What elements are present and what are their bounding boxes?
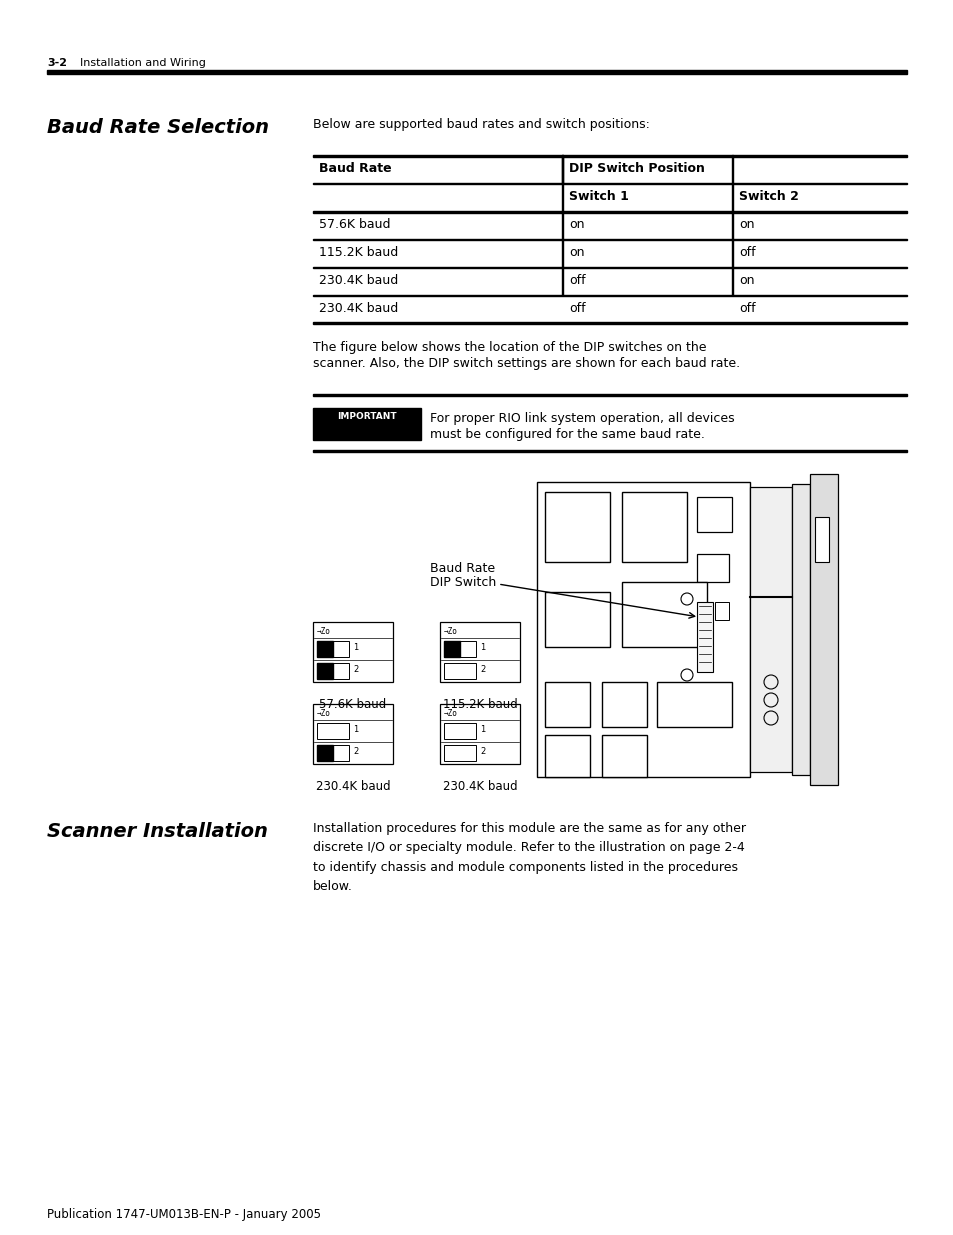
Text: 3-2: 3-2 <box>47 58 67 68</box>
Text: 1: 1 <box>353 725 358 734</box>
Text: on: on <box>568 246 584 259</box>
Text: →Zo: →Zo <box>316 709 331 718</box>
Bar <box>561 183 563 211</box>
Text: Installation and Wiring: Installation and Wiring <box>80 58 206 68</box>
Text: 57.6K baud: 57.6K baud <box>319 698 386 711</box>
Text: Baud Rate Selection: Baud Rate Selection <box>47 119 269 137</box>
Text: 2: 2 <box>479 664 485 674</box>
Text: DIP Switch Position: DIP Switch Position <box>568 162 704 175</box>
Text: 115.2K baud: 115.2K baud <box>442 698 517 711</box>
Text: IMPORTANT: IMPORTANT <box>336 412 396 421</box>
Bar <box>697 601 712 672</box>
Text: Publication 1747-UM013B-EN-P - January 2005: Publication 1747-UM013B-EN-P - January 2… <box>47 1208 320 1221</box>
Bar <box>809 474 837 785</box>
Text: 230.4K baud: 230.4K baud <box>315 781 390 793</box>
Bar <box>714 601 728 620</box>
Bar <box>47 70 906 74</box>
Bar <box>544 735 589 777</box>
Text: 1: 1 <box>353 643 358 652</box>
Bar <box>731 267 733 295</box>
Text: 230.4K baud: 230.4K baud <box>442 781 517 793</box>
Text: must be configured for the same baud rate.: must be configured for the same baud rat… <box>430 429 704 441</box>
Bar <box>443 745 476 761</box>
Bar <box>439 622 519 682</box>
Text: on: on <box>739 274 754 287</box>
Bar <box>749 487 791 772</box>
Bar <box>313 704 393 764</box>
Bar <box>561 156 563 183</box>
Text: 2: 2 <box>479 747 485 756</box>
Text: 2: 2 <box>353 664 358 674</box>
Bar <box>814 517 828 562</box>
Bar <box>561 240 563 267</box>
Bar <box>731 156 733 183</box>
Text: Switch 2: Switch 2 <box>739 190 798 203</box>
Text: →Zo: →Zo <box>443 709 457 718</box>
Text: on: on <box>568 219 584 231</box>
Bar <box>439 704 519 764</box>
Bar <box>544 492 609 562</box>
Bar <box>537 482 749 777</box>
Bar <box>316 641 349 657</box>
Text: 230.4K baud: 230.4K baud <box>318 274 397 287</box>
Text: Baud Rate: Baud Rate <box>318 162 392 175</box>
Bar <box>313 394 906 396</box>
Text: Scanner Installation: Scanner Installation <box>47 823 268 841</box>
Text: →Zo: →Zo <box>443 627 457 636</box>
Bar <box>601 682 646 727</box>
Text: Switch 1: Switch 1 <box>568 190 628 203</box>
Text: on: on <box>739 219 754 231</box>
Bar <box>731 211 733 240</box>
Bar <box>561 211 563 240</box>
Text: For proper RIO link system operation, all devices: For proper RIO link system operation, al… <box>430 412 734 425</box>
Text: →Zo: →Zo <box>316 627 331 636</box>
Text: Baud Rate: Baud Rate <box>430 562 495 576</box>
Bar <box>313 408 420 440</box>
Bar <box>621 492 686 562</box>
Bar <box>544 682 589 727</box>
Bar <box>601 735 646 777</box>
Bar <box>316 663 349 679</box>
Bar <box>697 555 728 582</box>
Bar <box>731 240 733 267</box>
Bar <box>697 496 731 532</box>
Bar <box>561 156 563 183</box>
Text: 1: 1 <box>479 725 485 734</box>
Text: scanner. Also, the DIP switch settings are shown for each baud rate.: scanner. Also, the DIP switch settings a… <box>313 357 740 370</box>
Bar <box>544 592 609 647</box>
Text: 1: 1 <box>479 643 485 652</box>
Text: Below are supported baud rates and switch positions:: Below are supported baud rates and switc… <box>313 119 649 131</box>
Bar <box>316 745 349 761</box>
Text: 2: 2 <box>353 747 358 756</box>
Text: 230.4K baud: 230.4K baud <box>318 303 397 315</box>
Bar <box>443 663 476 679</box>
Text: The figure below shows the location of the DIP switches on the: The figure below shows the location of t… <box>313 341 706 354</box>
Bar <box>316 663 333 679</box>
Bar <box>791 484 809 776</box>
Bar <box>561 267 563 295</box>
Text: 57.6K baud: 57.6K baud <box>318 219 390 231</box>
Bar <box>313 210 906 212</box>
Text: off: off <box>739 303 755 315</box>
Bar <box>313 321 906 324</box>
Bar <box>313 154 906 157</box>
Text: 115.2K baud: 115.2K baud <box>318 246 397 259</box>
Bar <box>731 183 733 211</box>
Bar <box>316 722 349 739</box>
Bar <box>443 641 459 657</box>
Bar <box>313 622 393 682</box>
Bar <box>657 682 731 727</box>
Bar <box>313 450 906 452</box>
Text: Installation procedures for this module are the same as for any other
discrete I: Installation procedures for this module … <box>313 823 745 893</box>
Text: DIP Switch: DIP Switch <box>430 576 496 589</box>
Text: off: off <box>568 274 585 287</box>
Bar <box>621 582 706 647</box>
Text: off: off <box>739 246 755 259</box>
Bar <box>316 745 333 761</box>
Bar <box>443 722 476 739</box>
Text: off: off <box>568 303 585 315</box>
Bar <box>443 641 476 657</box>
Bar <box>316 641 333 657</box>
